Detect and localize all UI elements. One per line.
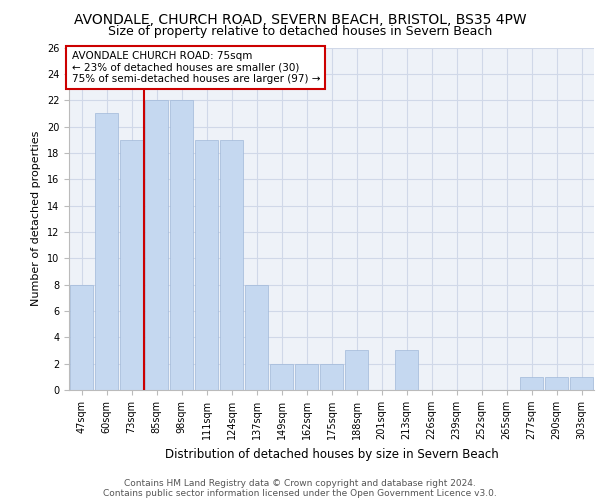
- Text: Contains HM Land Registry data © Crown copyright and database right 2024.: Contains HM Land Registry data © Crown c…: [124, 478, 476, 488]
- Bar: [545, 377, 568, 390]
- Bar: [320, 364, 343, 390]
- Bar: [145, 100, 169, 390]
- Text: Contains public sector information licensed under the Open Government Licence v3: Contains public sector information licen…: [103, 488, 497, 498]
- Bar: [119, 140, 143, 390]
- Y-axis label: Number of detached properties: Number of detached properties: [31, 131, 41, 306]
- Bar: [344, 350, 368, 390]
- Bar: [245, 284, 268, 390]
- Bar: [95, 114, 118, 390]
- Bar: [395, 350, 418, 390]
- Bar: [220, 140, 244, 390]
- Text: AVONDALE, CHURCH ROAD, SEVERN BEACH, BRISTOL, BS35 4PW: AVONDALE, CHURCH ROAD, SEVERN BEACH, BRI…: [74, 12, 526, 26]
- X-axis label: Distribution of detached houses by size in Severn Beach: Distribution of detached houses by size …: [164, 448, 499, 460]
- Bar: [70, 284, 94, 390]
- Bar: [170, 100, 193, 390]
- Bar: [569, 377, 593, 390]
- Bar: [295, 364, 319, 390]
- Bar: [269, 364, 293, 390]
- Bar: [520, 377, 544, 390]
- Bar: [194, 140, 218, 390]
- Text: Size of property relative to detached houses in Severn Beach: Size of property relative to detached ho…: [108, 25, 492, 38]
- Text: AVONDALE CHURCH ROAD: 75sqm
← 23% of detached houses are smaller (30)
75% of sem: AVONDALE CHURCH ROAD: 75sqm ← 23% of det…: [71, 51, 320, 84]
